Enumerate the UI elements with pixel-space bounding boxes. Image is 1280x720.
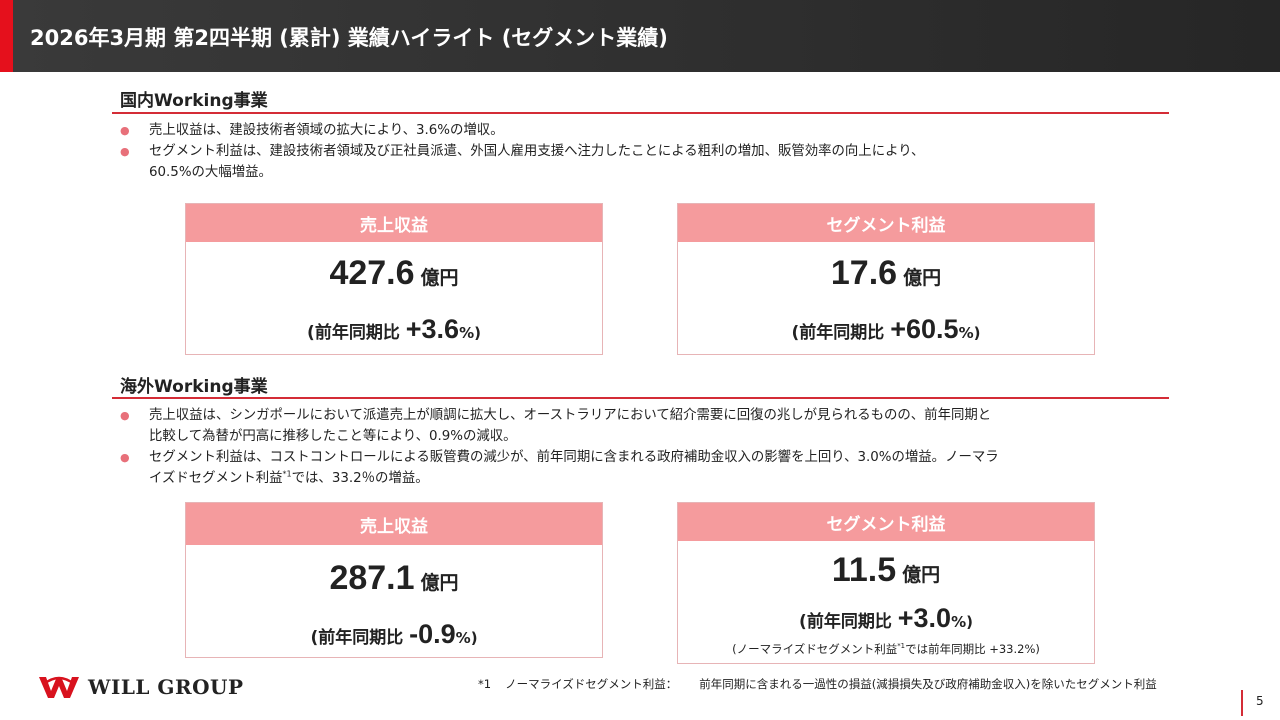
bullet-dot-icon: ● bbox=[120, 409, 130, 422]
card-value-line: 11.5 億円 bbox=[678, 551, 1094, 590]
comparison-value: +60.5 bbox=[890, 314, 959, 344]
bullets-overseas: ● 売上収益は、シンガポールにおいて派遣売上が順調に拡大し、オーストラリアにおい… bbox=[118, 405, 1168, 489]
comparison-suffix: %) bbox=[455, 629, 478, 647]
card-value-line: 287.1 億円 bbox=[186, 559, 602, 598]
overseas-profit-card: セグメント利益 11.5 億円 (前年同期比 +3.0%) (ノーマライズドセグメ… bbox=[677, 502, 1095, 664]
header-bar: 2026年3月期 第2四半期 (累計) 業績ハイライト (セグメント業績) bbox=[0, 0, 1280, 72]
footnote-ref: *1 bbox=[897, 642, 906, 651]
card-value-line: 427.6 億円 bbox=[186, 254, 602, 293]
section-title-domestic: 国内Working事業 bbox=[120, 91, 268, 111]
bullet-line: 売上収益は、建設技術者領域の拡大により、3.6%の増収。 bbox=[149, 123, 504, 138]
comparison-prefix: (前年同期比 bbox=[799, 612, 898, 632]
card-header: 売上収益 bbox=[186, 503, 602, 545]
card-unit: 億円 bbox=[902, 564, 941, 586]
comparison-prefix: (前年同期比 bbox=[307, 323, 406, 343]
note-text: では前年同期比 +33.2%) bbox=[905, 642, 1040, 656]
footnote: *1 ノーマライズドセグメント利益： 前年同期に含まれる一過性の損益(減損損失及び政… bbox=[478, 676, 1157, 692]
card-header: 売上収益 bbox=[186, 204, 602, 242]
card-comparison: (前年同期比 +3.6%) bbox=[186, 314, 602, 345]
comparison-value: +3.6 bbox=[405, 314, 460, 344]
bullet-line: 売上収益は、シンガポールにおいて派遣売上が順調に拡大し、オーストラリアにおいて紹… bbox=[149, 408, 992, 423]
card-comparison: (前年同期比 +3.0%) bbox=[678, 603, 1094, 634]
bullet-dot-icon: ● bbox=[120, 145, 130, 158]
card-unit: 億円 bbox=[420, 267, 459, 289]
normalized-note: (ノーマライズドセグメント利益*1では前年同期比 +33.2%) bbox=[678, 641, 1094, 657]
card-value: 427.6 bbox=[329, 254, 415, 292]
bullet-line: イズドセグメント利益*1では、33.2％の増益。 bbox=[149, 468, 1168, 489]
bullet-line: 60.5%の大幅増益。 bbox=[149, 165, 272, 180]
card-value: 17.6 bbox=[830, 254, 898, 292]
comparison-value: +3.0 bbox=[897, 603, 952, 633]
logo-text: WILL GROUP bbox=[88, 675, 244, 699]
bullet-line: セグメント利益は、コストコントロールによる販管費の減少が、前年同期に含まれる政府… bbox=[149, 450, 999, 465]
header-accent bbox=[0, 0, 13, 72]
page-number-bar bbox=[1241, 690, 1243, 716]
card-value-line: 17.6 億円 bbox=[678, 254, 1094, 293]
bullet-item: ● 売上収益は、シンガポールにおいて派遣売上が順調に拡大し、オーストラリアにおい… bbox=[118, 405, 1168, 447]
comparison-suffix: %) bbox=[951, 613, 973, 631]
comparison-prefix: (前年同期比 bbox=[310, 628, 410, 648]
card-header: セグメント利益 bbox=[678, 503, 1094, 541]
bullet-item: ● セグメント利益は、建設技術者領域及び正社員派遣、外国人雇用支援へ注力したこと… bbox=[118, 141, 1168, 183]
card-header: セグメント利益 bbox=[678, 204, 1094, 242]
bullets-domestic: ● 売上収益は、建設技術者領域の拡大により、3.6%の増収。 ● セグメント利益… bbox=[118, 120, 1168, 183]
footnote-mark: *1 bbox=[478, 677, 492, 691]
comparison-value: -0.9 bbox=[409, 619, 456, 649]
footnote-ref: *1 bbox=[282, 469, 292, 479]
card-unit: 億円 bbox=[420, 572, 459, 594]
card-value: 11.5 bbox=[831, 551, 897, 589]
domestic-revenue-card: 売上収益 427.6 億円 (前年同期比 +3.6%) bbox=[185, 203, 603, 355]
page-number: 5 bbox=[1256, 694, 1264, 708]
footnote-term: ノーマライズドセグメント利益： bbox=[505, 677, 678, 691]
bullet-line: セグメント利益は、建設技術者領域及び正社員派遣、外国人雇用支援へ注力したことによ… bbox=[149, 144, 925, 159]
comparison-prefix: (前年同期比 bbox=[791, 323, 891, 343]
overseas-revenue-card: 売上収益 287.1 億円 (前年同期比 -0.9%) bbox=[185, 502, 603, 658]
section-rule-domestic bbox=[112, 112, 1169, 114]
card-value: 287.1 bbox=[329, 559, 415, 597]
note-text: (ノーマライズドセグメント利益 bbox=[732, 642, 898, 656]
bullet-item: ● セグメント利益は、コストコントロールによる販管費の減少が、前年同期に含まれる… bbox=[118, 447, 1168, 489]
bullet-line: 比較して為替が円高に推移したこと等により、0.9%の減収。 bbox=[149, 429, 517, 444]
bullet-text: イズドセグメント利益 bbox=[149, 471, 283, 486]
comparison-suffix: %) bbox=[958, 324, 981, 342]
card-unit: 億円 bbox=[903, 267, 942, 289]
section-title-overseas: 海外Working事業 bbox=[120, 377, 268, 397]
bullet-dot-icon: ● bbox=[120, 451, 130, 464]
footnote-text: 前年同期に含まれる一過性の損益(減損損失及び政府補助金収入)を除いたセグメント利… bbox=[699, 677, 1157, 691]
will-group-mark-icon bbox=[39, 676, 79, 698]
section-rule-overseas bbox=[112, 397, 1169, 399]
card-comparison: (前年同期比 -0.9%) bbox=[186, 619, 602, 650]
bullet-dot-icon: ● bbox=[120, 124, 130, 137]
comparison-suffix: %) bbox=[459, 324, 481, 342]
bullet-item: ● 売上収益は、建設技術者領域の拡大により、3.6%の増収。 bbox=[118, 120, 1168, 141]
domestic-profit-card: セグメント利益 17.6 億円 (前年同期比 +60.5%) bbox=[677, 203, 1095, 355]
card-comparison: (前年同期比 +60.5%) bbox=[678, 314, 1094, 345]
company-logo: WILL GROUP bbox=[38, 674, 244, 700]
page-title: 2026年3月期 第2四半期 (累計) 業績ハイライト (セグメント業績) bbox=[30, 26, 668, 50]
bullet-text: では、33.2％の増益。 bbox=[291, 471, 429, 486]
